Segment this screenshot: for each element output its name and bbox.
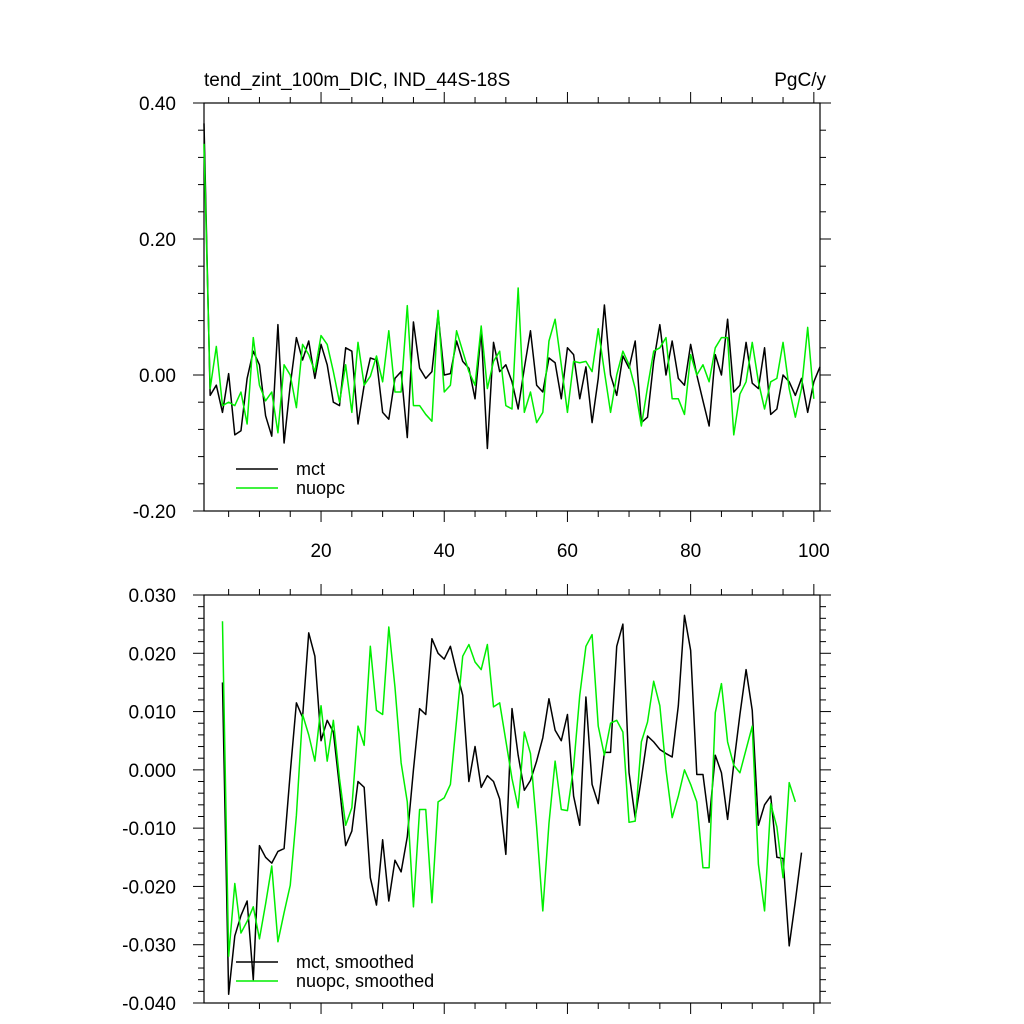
legend-label: mct, smoothed [296,952,414,972]
x-tick-label: 100 [798,541,830,562]
top-panel: tend_zint_100m_DIC, IND_44S-18S PgC/y 20… [133,70,831,562]
y-tick-label: 0.20 [139,230,176,251]
legend-label: nuopc, smoothed [296,971,434,991]
y-tick-label: -0.020 [122,877,176,898]
y-tick-label: 0.020 [128,644,176,665]
x-tick-label: 60 [557,541,578,562]
plot-frame [203,594,821,1004]
y-tick-label: -0.040 [122,994,176,1015]
plot-frame [203,102,821,512]
y-tick-label: 0.40 [139,94,176,115]
bottom-panel: -0.040 -0.030 -0.020 -0.010 0.000 0.010 0.020 0… [122,584,831,1015]
x-tick-label: 80 [680,541,701,562]
chart-title: tend_zint_100m_DIC, IND_44S-18S [204,70,510,91]
legend-label: nuopc [296,478,345,498]
y-tick-label: -0.20 [133,502,176,523]
series-line-nuopc [203,143,815,436]
y-tick-label: 0.010 [128,703,176,724]
x-tick-label: 40 [434,541,455,562]
x-tick-label: 20 [310,541,331,562]
units-label: PgC/y [774,70,826,91]
legend-label: mct [296,459,325,479]
y-tick-label: 0.030 [128,586,176,607]
y-tick-label: 0.00 [139,366,176,387]
y-tick-label: -0.030 [122,936,176,957]
series-line-mct-smoothed [221,614,803,996]
y-tick-label: 0.000 [128,761,176,782]
series-line-nuopc-smoothed [221,621,797,958]
y-tick-label: -0.010 [122,819,176,840]
series-line-mct [203,123,821,450]
